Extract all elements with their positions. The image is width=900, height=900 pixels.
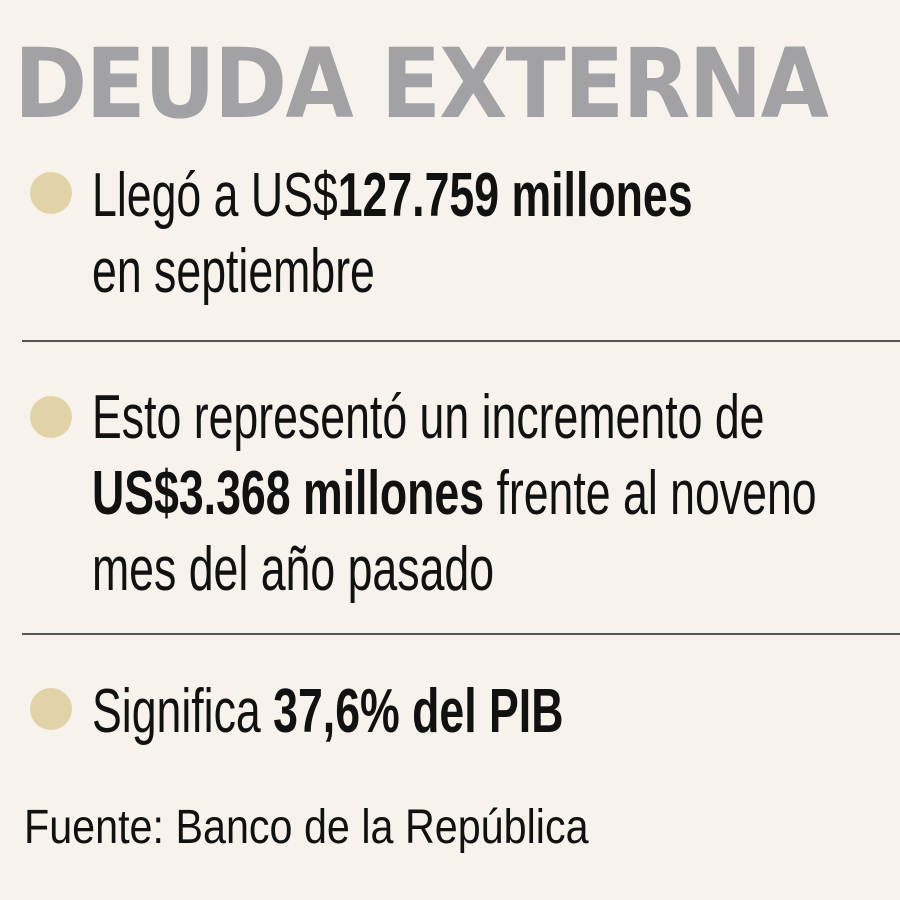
fact-text-bold: 127.759 millones [337, 161, 693, 230]
fact-text-regular: frente al noveno [484, 459, 817, 528]
bullet-dot-icon [30, 688, 72, 730]
fact-text-line: en septiembre [92, 237, 375, 306]
fact-text-regular: Llegó a US$ [92, 161, 338, 230]
fact-text-line: Esto representó un incremento de [92, 383, 765, 452]
fact-text: Llegó a US$127.759 millones en septiembr… [92, 158, 693, 310]
fact-item-gdp-share: Significa 37,6% del PIB [30, 674, 747, 750]
fact-text-bold: US$3.368 millones [92, 459, 485, 528]
fact-item-increase: Esto representó un incremento de US$3.36… [30, 380, 900, 608]
fact-text: Esto representó un incremento de US$3.36… [92, 380, 817, 608]
divider [22, 633, 900, 635]
fact-item-debt-total: Llegó a US$127.759 millones en septiembr… [30, 158, 900, 310]
source-credit: Fuente: Banco de la República [24, 801, 589, 854]
bullet-dot-icon [30, 172, 72, 214]
fact-text-bold: 37,6% del PIB [273, 677, 564, 746]
headline-title: DEUDA EXTERNA [14, 28, 829, 140]
fact-text-regular: Significa [92, 677, 274, 746]
fact-text: Significa 37,6% del PIB [92, 674, 563, 750]
divider [22, 340, 900, 342]
fact-text-line: mes del año pasado [92, 535, 495, 604]
bullet-dot-icon [30, 396, 72, 438]
